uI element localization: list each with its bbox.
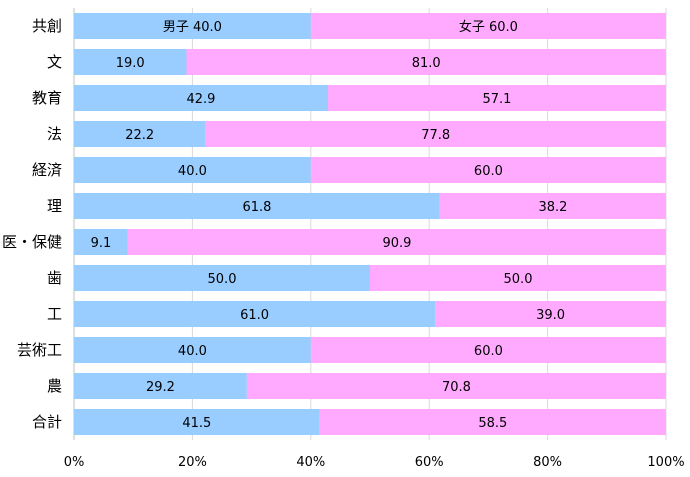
- data-label: 19.0: [116, 56, 145, 71]
- data-label: 61.0: [240, 308, 269, 323]
- data-label: 58.5: [478, 416, 507, 431]
- bar-segment-female: [370, 265, 666, 291]
- data-label: 女子 60.0: [459, 19, 518, 35]
- data-label: 40.0: [178, 164, 207, 179]
- data-label: 50.0: [504, 272, 533, 287]
- category-label: 工: [47, 305, 62, 323]
- bar-segment-female: [327, 85, 666, 111]
- data-label: 42.9: [187, 92, 216, 107]
- category-label: 理: [47, 197, 62, 215]
- labels: 0% 20% 40% 60% 80% 100% 共創 男子 40.0 女子 60.0 文 19.0 8…: [2, 17, 685, 470]
- x-tick-label: 60%: [415, 455, 444, 470]
- bar-segment-male: [74, 13, 311, 39]
- bar-segment-male: [74, 49, 187, 75]
- bar-segment-female: [435, 301, 666, 327]
- bar-segment-female: [310, 157, 666, 183]
- category-label: 教育: [32, 89, 62, 107]
- bar-segment-male: [74, 157, 311, 183]
- category-label: 歯: [47, 269, 62, 287]
- bar-segment-male: [74, 121, 206, 147]
- bars: [74, 13, 667, 435]
- data-label: 39.0: [536, 308, 565, 323]
- data-label: 9.1: [91, 236, 112, 251]
- x-tick-label: 100%: [647, 455, 684, 470]
- category-label: 文: [47, 53, 62, 71]
- data-label: 77.8: [421, 128, 450, 143]
- data-label: 40.0: [178, 344, 207, 359]
- bar-segment-female: [246, 373, 666, 399]
- x-tick-label: 80%: [533, 455, 562, 470]
- bar-segment-male: [74, 373, 247, 399]
- data-label: 29.2: [146, 380, 175, 395]
- bar-segment-male: [74, 193, 440, 219]
- x-tick-label: 40%: [296, 455, 325, 470]
- data-label: 38.2: [538, 200, 567, 215]
- category-label: 共創: [32, 17, 62, 35]
- data-label: 90.9: [382, 236, 411, 251]
- data-label: 50.0: [208, 272, 237, 287]
- bar-segment-female: [310, 13, 666, 39]
- bar-segment-female: [205, 121, 666, 147]
- bar-segment-female: [186, 49, 667, 75]
- bar-segment-female: [127, 229, 666, 255]
- data-label: 60.0: [474, 164, 503, 179]
- bar-segment-male: [74, 229, 128, 255]
- gridlines: [73, 8, 667, 440]
- bar-segment-female: [319, 409, 666, 435]
- category-label: 経済: [32, 161, 62, 179]
- data-label: 70.8: [442, 380, 471, 395]
- data-label: 41.5: [182, 416, 211, 431]
- category-label: 農: [47, 377, 62, 395]
- bar-segment-male: [74, 409, 320, 435]
- category-label: 芸術工: [17, 341, 62, 359]
- data-label: 60.0: [474, 344, 503, 359]
- data-label: 22.2: [125, 128, 154, 143]
- bar-segment-female: [439, 193, 666, 219]
- bar-segment-male: [74, 85, 328, 111]
- data-label: 57.1: [483, 92, 512, 107]
- category-label: 法: [47, 125, 62, 143]
- bar-segment-female: [310, 337, 666, 363]
- category-label: 合計: [32, 413, 62, 431]
- category-label: 医・保健: [2, 233, 62, 251]
- bar-segment-male: [74, 265, 370, 291]
- bar-segment-male: [74, 337, 311, 363]
- x-tick-label: 20%: [178, 455, 207, 470]
- data-label: 81.0: [412, 56, 441, 71]
- x-tick-label: 0%: [64, 455, 85, 470]
- data-label: 男子 40.0: [163, 20, 222, 35]
- bar-segment-male: [74, 301, 436, 327]
- data-label: 61.8: [242, 200, 271, 215]
